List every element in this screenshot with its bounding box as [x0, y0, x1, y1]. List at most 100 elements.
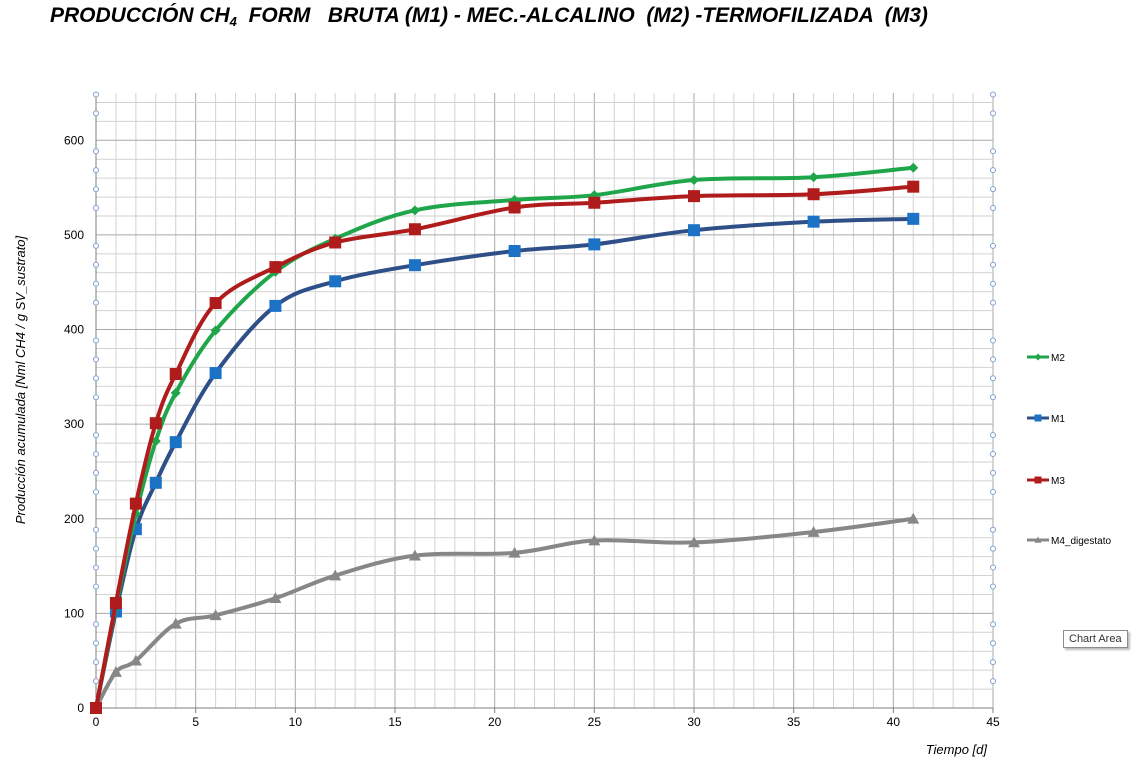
- legend-swatch-marker: [1034, 414, 1042, 422]
- plot-area-handle: [990, 488, 996, 495]
- legend-label: M1: [1051, 414, 1065, 425]
- plot-area-handle: [990, 564, 996, 571]
- plot-area-handle: [990, 375, 996, 382]
- plot-area-handle: [93, 205, 99, 211]
- series-line: [94, 165, 916, 710]
- plot-area-handle: [93, 261, 99, 268]
- legend-label: M2: [1051, 353, 1065, 364]
- plot-area-handle: [93, 148, 99, 155]
- plot-area-handle: [990, 205, 996, 211]
- plot-area-handle: [990, 186, 996, 193]
- plot-area-handle: [990, 394, 996, 401]
- data-point: [209, 609, 222, 621]
- data-point: [149, 476, 162, 489]
- data-point: [588, 238, 601, 251]
- data-point: [149, 417, 162, 430]
- plot-area-handle: [93, 564, 99, 571]
- x-tick-label: 10: [289, 715, 303, 729]
- chart-title-suffix: FORM BRUTA (M1) - MEC.-ALCALINO (M2) -TE…: [236, 4, 928, 27]
- plot-area-handle: [990, 110, 996, 117]
- plot-area-handle: [93, 375, 99, 382]
- series-m1: [90, 212, 920, 714]
- plot-area-handle: [93, 640, 99, 647]
- y-tick-label: 400: [64, 323, 84, 337]
- grid-layer: [95, 93, 994, 709]
- plot-area-handle: [990, 583, 996, 590]
- x-tick-label: 35: [787, 715, 801, 729]
- data-point: [269, 592, 282, 604]
- data-point: [408, 223, 421, 236]
- chart-area-tooltip: Chart Area: [1063, 630, 1128, 648]
- x-tick-label: 45: [986, 715, 1000, 729]
- legend-item-m4-digestato: M4_digestato: [1027, 536, 1111, 547]
- legend-item-m1: M1: [1027, 414, 1065, 425]
- y-tick-label: 100: [64, 606, 84, 620]
- plot-area-handle: [93, 526, 99, 533]
- plot-area-handle: [93, 186, 99, 193]
- axis-layer: 0 5 10 15 20 25 30 35 40 45 0 100 200 300 400 500 600: [64, 91, 1000, 729]
- plot-area-handle: [990, 167, 996, 174]
- plot-area-handle: [93, 488, 99, 495]
- series-m3: [90, 180, 920, 714]
- data-point: [109, 596, 122, 609]
- data-point: [169, 368, 182, 381]
- data-point: [408, 549, 421, 561]
- plot-area-handle: [93, 432, 99, 439]
- y-tick-label: 500: [64, 228, 84, 242]
- plot-area-handle: [990, 356, 996, 363]
- y-tick-label: 0: [77, 701, 84, 715]
- series-m2: [91, 162, 919, 713]
- data-point: [808, 172, 819, 183]
- plot-area-handle: [93, 337, 99, 344]
- legend-swatch-marker: [1034, 353, 1042, 361]
- data-point: [588, 534, 601, 546]
- data-point: [129, 654, 142, 666]
- data-point: [908, 162, 919, 173]
- plot-area-handle: [93, 394, 99, 401]
- data-point: [688, 536, 700, 548]
- data-point: [508, 201, 521, 214]
- data-point: [907, 180, 920, 193]
- data-point: [169, 436, 182, 449]
- plot-area-handle: [93, 678, 99, 685]
- legend-label: M4_digestato: [1051, 536, 1111, 547]
- data-point: [408, 259, 421, 272]
- x-tick-label: 40: [887, 715, 901, 729]
- data-point: [807, 188, 820, 201]
- data-point: [508, 245, 521, 258]
- x-tick-label: 30: [687, 715, 701, 729]
- series-m4-digestato: [90, 512, 920, 713]
- data-point: [209, 297, 222, 310]
- legend-label: M3: [1051, 476, 1065, 487]
- plot-area-handle: [93, 356, 99, 363]
- data-point: [209, 367, 222, 380]
- data-point: [269, 299, 282, 312]
- data-point: [169, 617, 182, 629]
- plot-area-handle: [93, 659, 99, 666]
- plot-area-handle: [990, 261, 996, 268]
- plot-area-handle: [990, 280, 996, 287]
- plot-area-handle: [93, 280, 99, 287]
- plot-area-handle: [990, 545, 996, 552]
- plot-area-handle: [990, 469, 996, 476]
- x-axis-title: Tiempo [d]: [926, 742, 988, 757]
- x-tick-label: 25: [588, 715, 602, 729]
- data-point: [807, 215, 820, 228]
- data-point: [409, 205, 420, 216]
- plot-area-handle: [93, 242, 99, 249]
- plot-area-handle: [93, 451, 99, 457]
- y-axis-title: Producción acumulada [Nml CH4 / g SV_sus…: [13, 235, 28, 524]
- chart-title: PRODUCCIÓN CH4 FORM BRUTA (M1) - MEC.-AL…: [50, 4, 928, 29]
- legend-swatch-marker: [1034, 476, 1042, 484]
- plot-area-handle: [93, 469, 99, 476]
- plot-area-handle: [990, 678, 996, 685]
- plot-area-handle: [990, 148, 996, 155]
- x-tick-label: 0: [93, 715, 100, 729]
- plot-area-handle: [93, 583, 99, 590]
- plot-area-handle: [93, 621, 99, 628]
- series-layer: [90, 162, 920, 714]
- y-tick-label: 600: [64, 133, 84, 147]
- data-point: [689, 175, 699, 186]
- data-point: [688, 224, 700, 237]
